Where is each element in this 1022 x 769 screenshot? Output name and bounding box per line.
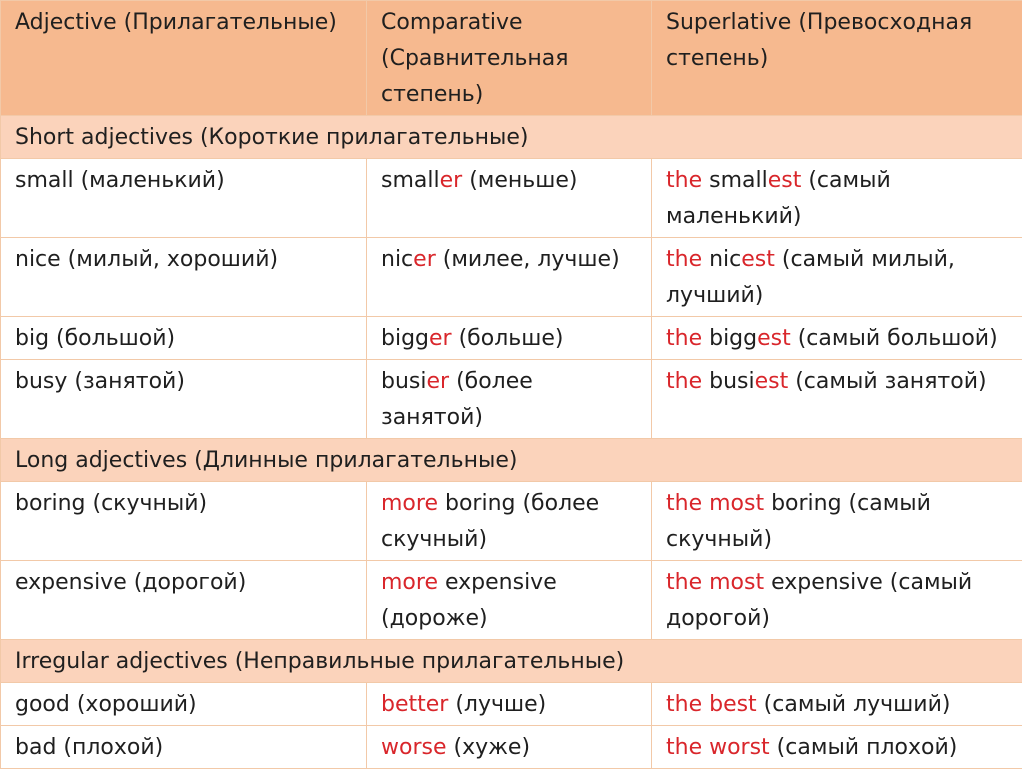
superlative-cell: the smallest (самый маленький) <box>652 159 1022 238</box>
header-comparative: Comparative (Сравнительная степень) <box>367 1 652 116</box>
word-text: (меньше) <box>462 168 577 193</box>
table-row: boring (скучный)more boring (более скучн… <box>1 482 1022 561</box>
adjective-cell: nice (милый, хороший) <box>1 238 367 317</box>
comparative-cell: more boring (более скучный) <box>367 482 652 561</box>
table-row: good (хороший)better (лучше)the best (са… <box>1 683 1022 726</box>
superlative-cell: the biggest (самый большой) <box>652 317 1022 360</box>
highlighted-ending: worse <box>381 735 447 760</box>
word-text: (самый большой) <box>791 326 998 351</box>
table-row: bad (плохой)worse (хуже)the worst (самый… <box>1 726 1022 769</box>
adjective-cell: bad (плохой) <box>1 726 367 769</box>
highlighted-ending: er <box>426 369 449 394</box>
comparative-cell: worse (хуже) <box>367 726 652 769</box>
highlighted-ending: est <box>757 326 791 351</box>
highlighted-ending: the <box>666 168 702 193</box>
highlighted-ending: est <box>768 168 802 193</box>
superlative-cell: the worst (самый плохой) <box>652 726 1022 769</box>
highlighted-ending: the worst <box>666 735 770 760</box>
comparative-cell: busier (более занятой) <box>367 360 652 439</box>
word-text: nic <box>702 247 741 272</box>
highlighted-ending: more <box>381 491 438 516</box>
section-row: Short adjectives (Короткие прилагательны… <box>1 116 1022 159</box>
word-text: busi <box>381 369 426 394</box>
comparative-cell: bigger (больше) <box>367 317 652 360</box>
word-text: busi <box>702 369 754 394</box>
superlative-cell: the most boring (самый скучный) <box>652 482 1022 561</box>
word-text: (больше) <box>452 326 564 351</box>
table-row: big (большой)bigger (больше)the biggest … <box>1 317 1022 360</box>
highlighted-ending: the <box>666 247 702 272</box>
header-adjective: Adjective (Прилагательные) <box>1 1 367 116</box>
highlighted-ending: the best <box>666 692 757 717</box>
highlighted-ending: better <box>381 692 448 717</box>
highlighted-ending: est <box>755 369 789 394</box>
superlative-cell: the busiest (самый занятой) <box>652 360 1022 439</box>
adjective-cell: boring (скучный) <box>1 482 367 561</box>
superlative-cell: the nicest (самый милый, лучший) <box>652 238 1022 317</box>
highlighted-ending: er <box>440 168 463 193</box>
comparative-cell: more expensive (дороже) <box>367 561 652 640</box>
adjective-cell: big (большой) <box>1 317 367 360</box>
section-row: Long adjectives (Длинные прилагательные) <box>1 439 1022 482</box>
table-row: small (маленький)smaller (меньше)the sma… <box>1 159 1022 238</box>
comparative-cell: better (лучше) <box>367 683 652 726</box>
word-text: (хуже) <box>447 735 531 760</box>
word-text: nic <box>381 247 413 272</box>
word-text: (самый занятой) <box>788 369 986 394</box>
adjective-cell: good (хороший) <box>1 683 367 726</box>
word-text: (самый лучший) <box>757 692 951 717</box>
section-title: Long adjectives (Длинные прилагательные) <box>1 439 1022 482</box>
table-row: expensive (дорогой)more expensive (дорож… <box>1 561 1022 640</box>
table-body: Short adjectives (Короткие прилагательны… <box>1 116 1022 769</box>
word-text: small <box>702 168 768 193</box>
superlative-cell: the most expensive (самый дорогой) <box>652 561 1022 640</box>
adjective-cell: small (маленький) <box>1 159 367 238</box>
highlighted-ending: more <box>381 570 438 595</box>
comparative-cell: smaller (меньше) <box>367 159 652 238</box>
superlative-cell: the best (самый лучший) <box>652 683 1022 726</box>
section-title: Irregular adjectives (Неправильные прила… <box>1 640 1022 683</box>
word-text: (самый плохой) <box>770 735 958 760</box>
highlighted-ending: the <box>666 369 702 394</box>
section-row: Irregular adjectives (Неправильные прила… <box>1 640 1022 683</box>
table-row: busy (занятой)busier (более занятой)the … <box>1 360 1022 439</box>
highlighted-ending: the most <box>666 570 764 595</box>
word-text: bigg <box>381 326 429 351</box>
word-text: small <box>381 168 440 193</box>
table-header: Adjective (Прилагательные) Comparative (… <box>1 1 1022 116</box>
comparative-cell: nicer (милее, лучше) <box>367 238 652 317</box>
word-text: (лучше) <box>448 692 546 717</box>
highlighted-ending: est <box>741 247 775 272</box>
header-superlative: Superlative (Превосходная степень) <box>652 1 1022 116</box>
adjective-cell: expensive (дорогой) <box>1 561 367 640</box>
section-title: Short adjectives (Короткие прилагательны… <box>1 116 1022 159</box>
adjective-cell: busy (занятой) <box>1 360 367 439</box>
header-row: Adjective (Прилагательные) Comparative (… <box>1 1 1022 116</box>
highlighted-ending: er <box>429 326 452 351</box>
table-row: nice (милый, хороший)nicer (милее, лучше… <box>1 238 1022 317</box>
highlighted-ending: er <box>413 247 436 272</box>
highlighted-ending: the <box>666 326 702 351</box>
word-text: (милее, лучше) <box>436 247 620 272</box>
highlighted-ending: the most <box>666 491 764 516</box>
word-text: bigg <box>702 326 757 351</box>
